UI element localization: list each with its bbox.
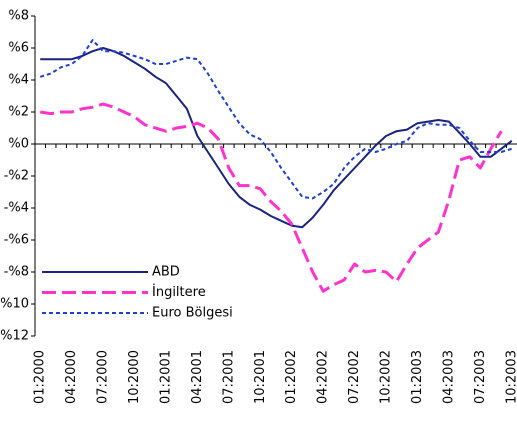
y-tick-label: %8 [8, 9, 29, 24]
x-tick-label: 07:2003 [473, 350, 488, 404]
x-tick-label: 01:2001 [158, 350, 173, 404]
y-tick-label: -%6 [4, 233, 29, 248]
x-tick-label: 04:2001 [190, 350, 205, 404]
y-tick-label: -%8 [4, 265, 29, 280]
y-tick-label: %2 [8, 105, 29, 120]
x-tick-label: 07:2000 [96, 350, 111, 404]
x-tick-label: 10:2002 [379, 350, 394, 404]
legend-label: ABD [152, 265, 180, 280]
series-line [40, 47, 513, 229]
x-tick-label: 04:2000 [64, 350, 79, 404]
x-tick-label: 10:2003 [504, 350, 517, 404]
x-tick-label: 01:2002 [284, 350, 299, 404]
x-tick-label: 07:2002 [347, 350, 362, 404]
y-tick-label: -%10 [0, 297, 29, 312]
y-tick-label: %0 [8, 137, 29, 152]
y-tick-label: %4 [8, 73, 29, 88]
x-tick-label: 07:2001 [221, 350, 236, 404]
x-tick-label: 04:2003 [441, 350, 456, 404]
legend-label: Euro Bölgesi [152, 306, 233, 321]
series-line [39, 102, 503, 293]
series-line [39, 39, 513, 200]
y-tick-label: -%4 [4, 201, 29, 216]
y-tick-label: -%2 [4, 169, 29, 184]
legend-label: İngiltere [152, 284, 206, 300]
x-tick-label: 01:2003 [410, 350, 425, 404]
x-tick-label: 01:2000 [33, 350, 48, 404]
x-tick-label: 10:2001 [253, 350, 268, 404]
y-tick-label: -%12 [0, 329, 29, 344]
x-tick-label: 10:2000 [127, 350, 142, 404]
y-tick-label: %6 [8, 41, 29, 56]
x-tick-label: 04:2002 [316, 350, 331, 404]
